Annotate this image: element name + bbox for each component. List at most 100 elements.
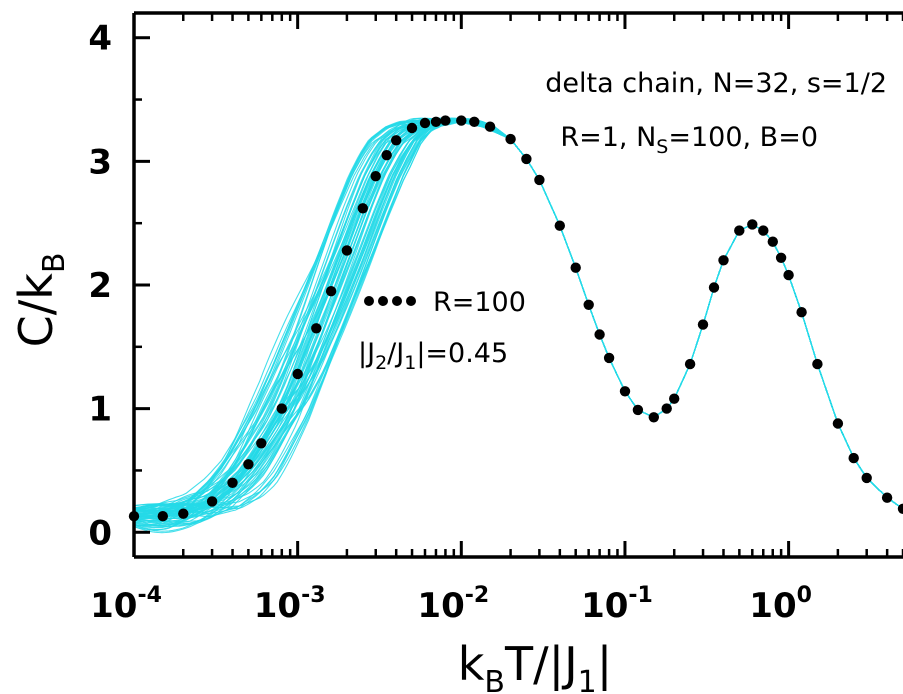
data-point — [783, 269, 794, 281]
y-axis-title-main: C/k — [9, 273, 63, 348]
y-tick-label: 4 — [88, 19, 112, 59]
legend-label: R=100 — [433, 287, 526, 318]
legend-ratio-b: /J — [387, 338, 404, 369]
data-point — [276, 403, 287, 414]
x-tick-exponent: 0 — [797, 583, 812, 608]
data-point — [256, 438, 267, 449]
data-point — [370, 171, 381, 182]
y-tick-label: 3 — [88, 142, 112, 182]
data-point — [521, 153, 532, 165]
data-point — [206, 496, 218, 507]
data-point — [406, 122, 418, 134]
data-point — [734, 225, 745, 236]
x-tick-base: 10 — [749, 586, 796, 626]
y-tick-label: 2 — [88, 266, 112, 306]
x-tick-label: 100 — [749, 583, 812, 626]
legend-dot — [364, 296, 374, 306]
data-point — [178, 508, 189, 519]
legend-dot — [406, 296, 416, 306]
x-tick-label: 10-1 — [581, 583, 653, 626]
data-point — [758, 225, 769, 236]
data-point — [419, 117, 431, 129]
legend: R=100 |J2/J1|=0.45 — [358, 287, 526, 374]
y-axis-title: C/kB — [9, 253, 72, 348]
legend-ratio-sub2: 1 — [404, 352, 416, 374]
data-point — [292, 368, 303, 380]
y-axis-title-sub: B — [37, 253, 72, 274]
x-tick-label: 10-4 — [90, 583, 162, 626]
data-point — [603, 352, 615, 364]
x-tick-base: 10 — [254, 586, 301, 626]
x-axis-title-c: | — [597, 637, 613, 692]
legend-dot — [378, 296, 388, 306]
data-point — [456, 115, 467, 126]
legend-ratio: |J2/J1|=0.45 — [358, 338, 508, 374]
x-axis-title-a-sub: B — [484, 665, 505, 694]
x-tick-label: 10-2 — [417, 583, 489, 626]
data-point — [775, 252, 787, 263]
x-tick-base: 10 — [90, 586, 137, 626]
data-point — [897, 503, 903, 514]
legend-ratio-sub1: 2 — [375, 352, 387, 374]
data-point — [594, 329, 605, 340]
x-axis-title: kBT/|J1| — [458, 637, 613, 694]
x-axis-title-a: k — [458, 637, 485, 691]
annotation-line2: R=1, NS=100, B=0 — [560, 122, 818, 158]
data-point — [861, 472, 872, 484]
data-point — [648, 412, 659, 423]
data-point — [881, 492, 893, 503]
data-point — [632, 404, 644, 416]
data-point — [669, 393, 680, 404]
data-point — [848, 452, 859, 464]
data-point — [391, 135, 402, 146]
x-tick-exponent: -1 — [628, 583, 652, 608]
annotation-line2-sub: S — [656, 136, 668, 158]
data-point — [430, 116, 442, 128]
data-point — [157, 511, 168, 522]
data-point — [357, 203, 368, 214]
data-point — [311, 323, 322, 334]
data-point — [440, 115, 451, 126]
realization-curves — [133, 117, 903, 534]
tick-marks — [132, 13, 903, 557]
annotation-line1: delta chain, N=32, s=1/2 — [545, 68, 887, 99]
data-point — [767, 236, 778, 247]
legend-dot — [392, 296, 402, 306]
data-point — [747, 219, 758, 230]
data-point — [684, 358, 696, 370]
x-tick-base: 10 — [581, 586, 628, 626]
x-axis-title-b-sub: 1 — [578, 665, 597, 694]
legend-ratio-a: |J — [358, 338, 375, 369]
data-point — [708, 282, 720, 293]
y-tick-label: 0 — [88, 513, 112, 553]
data-point — [619, 386, 631, 397]
data-point — [227, 477, 238, 488]
data-point — [505, 133, 516, 145]
data-point — [469, 116, 480, 128]
legend-ratio-c: |=0.45 — [416, 338, 508, 369]
x-tick-base: 10 — [417, 586, 464, 626]
data-point — [796, 307, 807, 318]
data-point — [534, 174, 545, 186]
x-tick-exponent: -3 — [301, 583, 325, 608]
annotation-line2-a: R=1, N — [560, 122, 656, 153]
dotted-series-r100 — [128, 115, 903, 522]
data-point — [832, 418, 844, 429]
data-point — [661, 403, 672, 414]
data-point — [718, 255, 729, 266]
data-point — [243, 459, 254, 470]
y-tick-label: 1 — [88, 390, 112, 430]
data-point — [381, 150, 392, 161]
annotation-line2-b: =100, B=0 — [668, 122, 818, 153]
data-point — [583, 299, 594, 310]
data-point — [697, 319, 709, 330]
x-tick-exponent: -2 — [465, 583, 489, 608]
data-point — [484, 121, 496, 132]
data-point — [570, 262, 581, 273]
data-point — [325, 286, 337, 297]
data-point — [554, 220, 565, 231]
x-axis-title-b: T/|J — [504, 637, 578, 692]
data-point — [812, 358, 823, 370]
